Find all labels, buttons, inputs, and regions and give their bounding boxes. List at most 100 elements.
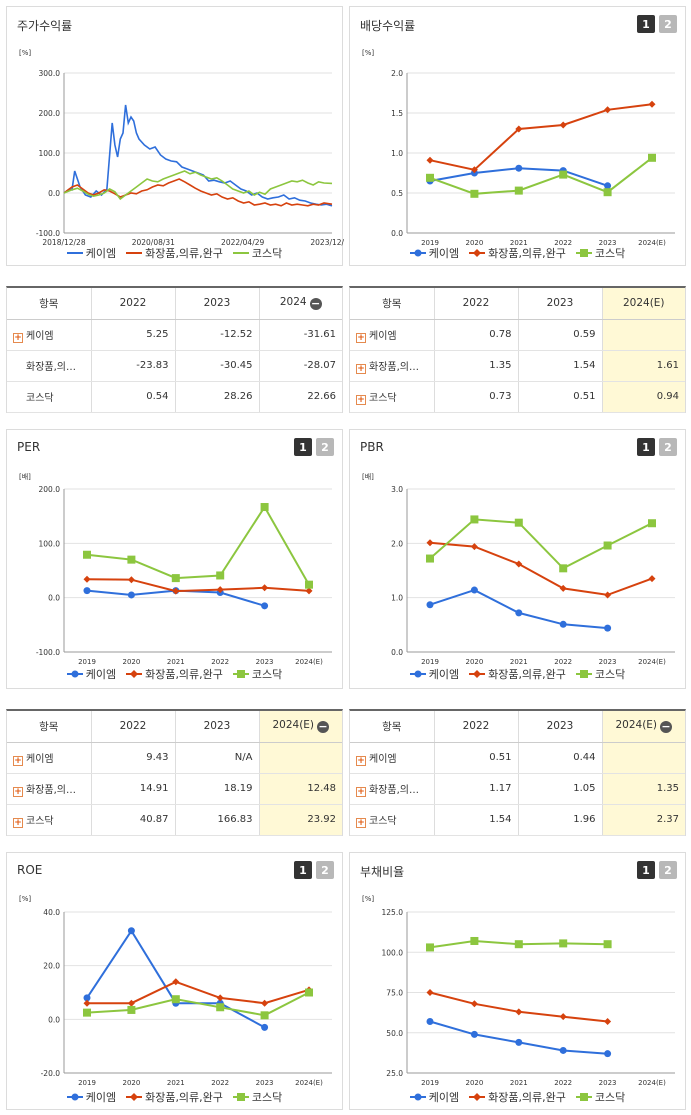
- legend-item-cosmetics[interactable]: 화장품,의류,완구: [469, 666, 566, 682]
- expand-plus-icon[interactable]: +: [356, 394, 366, 405]
- data-point-kosdaq[interactable]: [648, 153, 656, 162]
- data-point-kmd[interactable]: [515, 1038, 523, 1046]
- data-point-cosmetics[interactable]: [470, 166, 478, 174]
- legend-item-cosmetics[interactable]: 화장품,의류,완구: [126, 245, 223, 261]
- data-point-kosdaq[interactable]: [216, 1003, 225, 1012]
- data-point-kosdaq[interactable]: [559, 170, 568, 179]
- data-point-cosmetics[interactable]: [261, 584, 269, 592]
- data-point-kosdaq[interactable]: [426, 173, 434, 182]
- expand-plus-icon[interactable]: +: [356, 332, 366, 343]
- data-point-kosdaq[interactable]: [648, 519, 656, 528]
- collapse-icon[interactable]: −: [317, 720, 330, 734]
- legend-item-kosdaq[interactable]: 코스닥: [232, 245, 282, 261]
- data-point-cosmetics[interactable]: [470, 543, 478, 551]
- data-point-cosmetics[interactable]: [83, 575, 91, 583]
- data-point-kosdaq[interactable]: [216, 571, 225, 580]
- data-point-cosmetics[interactable]: [648, 100, 656, 108]
- expand-plus-icon[interactable]: +: [356, 363, 366, 374]
- page-2-button[interactable]: 2: [659, 861, 677, 879]
- page-2-button[interactable]: 2: [659, 15, 677, 33]
- data-point-kosdaq[interactable]: [559, 939, 568, 948]
- data-point-kmd[interactable]: [83, 587, 91, 595]
- legend-item-kosdaq[interactable]: 코스닥: [575, 1089, 625, 1105]
- data-point-kmd[interactable]: [559, 620, 567, 628]
- data-point-kosdaq[interactable]: [127, 555, 136, 564]
- data-point-cosmetics[interactable]: [559, 584, 567, 592]
- data-point-kosdaq[interactable]: [559, 564, 568, 573]
- data-point-kosdaq[interactable]: [305, 988, 313, 997]
- data-point-cosmetics[interactable]: [261, 999, 269, 1007]
- data-point-cosmetics[interactable]: [604, 1017, 612, 1025]
- data-point-kosdaq[interactable]: [171, 995, 180, 1004]
- expand-plus-icon[interactable]: +: [13, 817, 23, 828]
- data-point-kmd[interactable]: [261, 1023, 269, 1031]
- data-point-cosmetics[interactable]: [172, 587, 180, 595]
- data-point-kmd[interactable]: [127, 591, 135, 599]
- data-point-kosdaq[interactable]: [603, 940, 612, 949]
- data-point-kosdaq[interactable]: [127, 1005, 136, 1014]
- data-point-cosmetics[interactable]: [172, 978, 180, 986]
- page-2-button[interactable]: 2: [316, 861, 334, 879]
- data-point-kosdaq[interactable]: [83, 1008, 91, 1017]
- data-point-kmd[interactable]: [515, 609, 523, 617]
- data-point-kosdaq[interactable]: [470, 515, 479, 524]
- expand-plus-icon[interactable]: +: [356, 755, 366, 766]
- page-1-button[interactable]: 1: [294, 438, 312, 456]
- data-point-kosdaq[interactable]: [426, 554, 434, 563]
- data-point-kmd[interactable]: [83, 994, 91, 1002]
- expand-plus-icon[interactable]: +: [13, 786, 23, 797]
- legend-item-kmd[interactable]: 케이엠: [409, 245, 459, 261]
- data-point-cosmetics[interactable]: [515, 125, 523, 133]
- legend-item-kmd[interactable]: 케이엠: [66, 245, 116, 261]
- data-point-kosdaq[interactable]: [171, 574, 180, 583]
- expand-plus-icon[interactable]: +: [356, 786, 366, 797]
- collapse-icon[interactable]: −: [660, 720, 673, 734]
- data-point-kmd[interactable]: [261, 602, 269, 610]
- page-1-button[interactable]: 1: [637, 438, 655, 456]
- page-1-button[interactable]: 1: [637, 861, 655, 879]
- legend-item-cosmetics[interactable]: 화장품,의류,완구: [126, 1089, 223, 1105]
- data-point-cosmetics[interactable]: [515, 1008, 523, 1016]
- data-point-cosmetics[interactable]: [216, 586, 224, 594]
- data-point-kmd[interactable]: [127, 927, 135, 935]
- data-point-cosmetics[interactable]: [604, 106, 612, 114]
- data-point-cosmetics[interactable]: [426, 539, 434, 547]
- data-point-kosdaq[interactable]: [305, 580, 313, 589]
- legend-item-kmd[interactable]: 케이엠: [66, 666, 116, 682]
- data-point-kmd[interactable]: [426, 601, 434, 609]
- data-point-kosdaq[interactable]: [426, 943, 434, 952]
- data-point-kmd[interactable]: [604, 624, 612, 632]
- legend-item-kosdaq[interactable]: 코스닥: [232, 666, 282, 682]
- data-point-cosmetics[interactable]: [648, 575, 656, 583]
- page-2-button[interactable]: 2: [659, 438, 677, 456]
- page-1-button[interactable]: 1: [294, 861, 312, 879]
- data-point-cosmetics[interactable]: [127, 576, 135, 584]
- data-point-kosdaq[interactable]: [603, 188, 612, 197]
- data-point-kosdaq[interactable]: [83, 550, 91, 559]
- expand-plus-icon[interactable]: +: [356, 817, 366, 828]
- page-1-button[interactable]: 1: [637, 15, 655, 33]
- data-point-kmd[interactable]: [604, 1050, 612, 1058]
- data-point-kosdaq[interactable]: [603, 541, 612, 550]
- data-point-kosdaq[interactable]: [260, 1011, 269, 1020]
- expand-plus-icon[interactable]: +: [13, 332, 23, 343]
- legend-item-kmd[interactable]: 케이엠: [409, 1089, 459, 1105]
- data-point-cosmetics[interactable]: [559, 121, 567, 129]
- data-point-kmd[interactable]: [604, 182, 612, 190]
- legend-item-kmd[interactable]: 케이엠: [66, 1089, 116, 1105]
- legend-item-kmd[interactable]: 케이엠: [409, 666, 459, 682]
- data-point-cosmetics[interactable]: [515, 560, 523, 568]
- data-point-cosmetics[interactable]: [426, 156, 434, 164]
- data-point-kosdaq[interactable]: [470, 936, 479, 945]
- data-point-kmd[interactable]: [515, 164, 523, 172]
- legend-item-kosdaq[interactable]: 코스닥: [232, 1089, 282, 1105]
- data-point-kmd[interactable]: [470, 1030, 478, 1038]
- data-point-kosdaq[interactable]: [514, 940, 523, 949]
- data-point-kosdaq[interactable]: [470, 189, 479, 198]
- data-point-kosdaq[interactable]: [514, 186, 523, 195]
- data-point-cosmetics[interactable]: [426, 989, 434, 996]
- expand-plus-icon[interactable]: +: [13, 755, 23, 766]
- data-point-kmd[interactable]: [470, 586, 478, 594]
- legend-item-kosdaq[interactable]: 코스닥: [575, 666, 625, 682]
- data-point-cosmetics[interactable]: [127, 999, 135, 1007]
